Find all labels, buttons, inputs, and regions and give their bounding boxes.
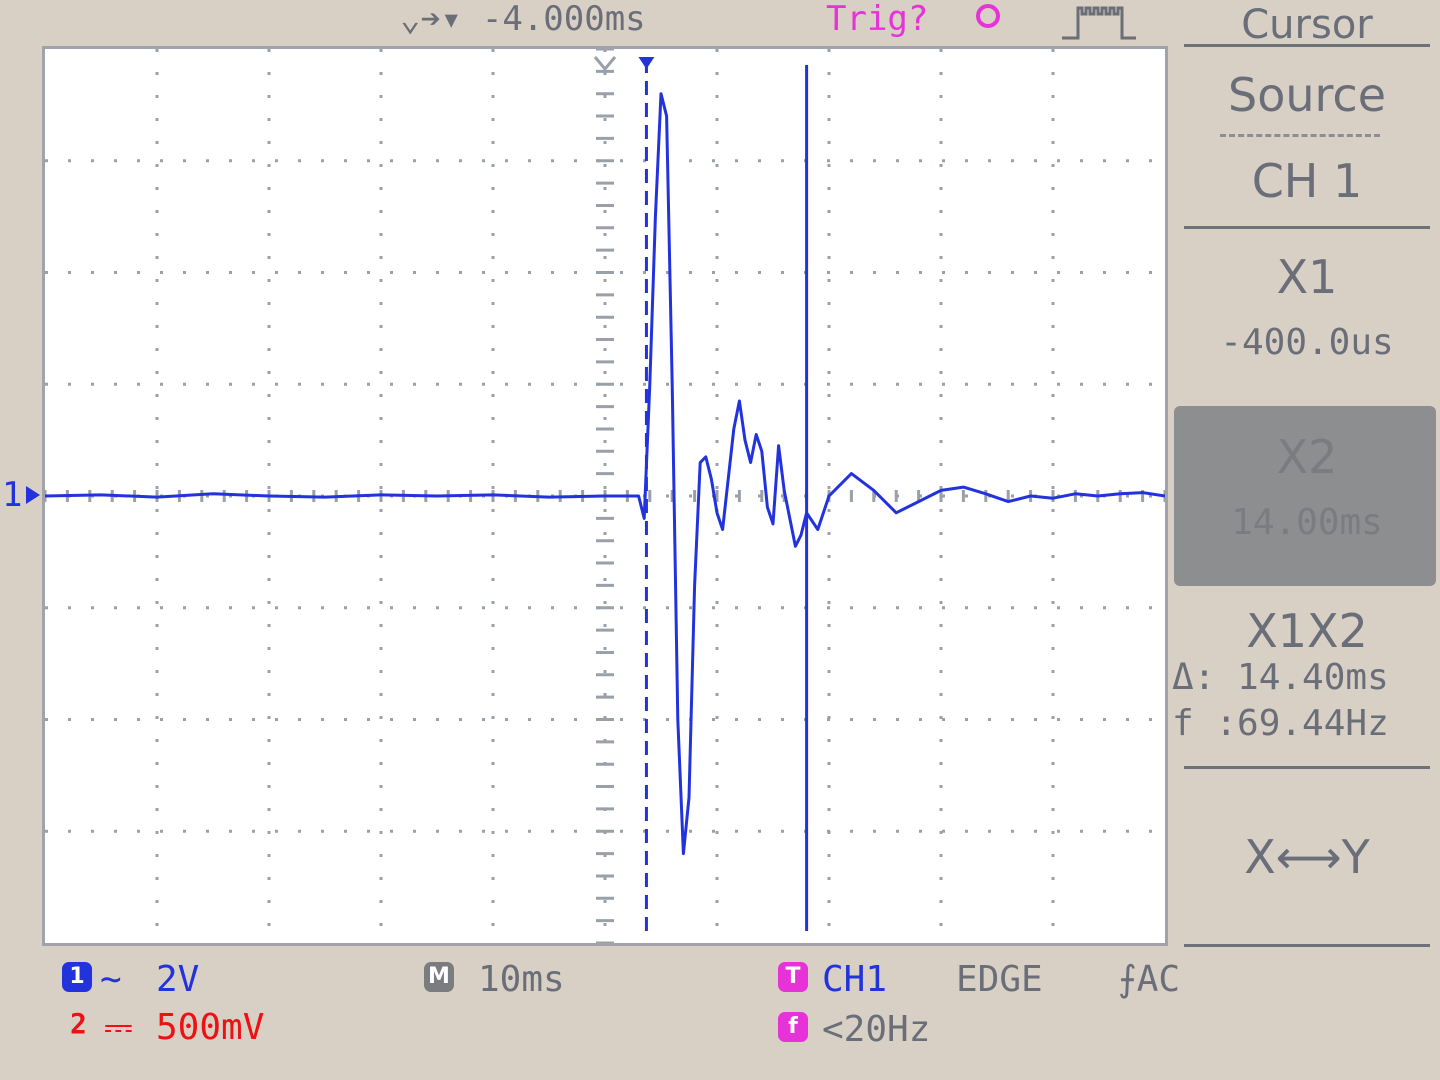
- x2-value: 14.00ms: [1231, 502, 1383, 543]
- ch1-ac-coupling-icon: ∼: [100, 959, 122, 1000]
- trigger-source: CH1: [822, 959, 888, 1000]
- trigger-position-marker: [593, 56, 655, 72]
- menu-divider: [1184, 766, 1430, 769]
- x1-value: -400.0us: [1220, 322, 1394, 363]
- x1-label: X1: [1276, 250, 1338, 304]
- delta-readout: Δ: 14.40ms: [1172, 657, 1389, 698]
- frequency-readout: f :69.44Hz: [1172, 703, 1389, 744]
- menu-divider: [1184, 226, 1430, 229]
- pulse-train-icon: [1062, 6, 1136, 40]
- menu-divider: [1184, 944, 1430, 947]
- x1x2-label: X1X2: [1246, 604, 1368, 658]
- trigger-badge: T: [778, 962, 808, 992]
- source-divider: [1220, 134, 1380, 137]
- trigger-status: Trig?: [826, 0, 929, 39]
- x2-selected-highlight: [1174, 406, 1436, 586]
- cursor-lines: [644, 59, 809, 931]
- ch1-trace: [45, 92, 1165, 856]
- timebase-offset: ⌄➔▾ -4.000ms: [400, 0, 646, 39]
- menu-title: Cursor: [1241, 2, 1373, 48]
- source-value: CH 1: [1251, 154, 1363, 208]
- waveform-plot: [45, 49, 1165, 943]
- main-timebase-badge: M: [424, 962, 454, 992]
- ch1-badge: 1: [62, 962, 92, 992]
- ch1-ground-marker-arrow[interactable]: [26, 486, 40, 504]
- menu-divider: [1184, 44, 1430, 47]
- x2-label: X2: [1276, 430, 1338, 484]
- trigger-coupling: ⨍AC: [1118, 959, 1181, 1000]
- cursor-menu: Cursor Source CH 1 X1 -400.0us X2 14.00m…: [1172, 0, 1436, 960]
- circle-icon: [976, 4, 1000, 28]
- xy-swap-label: X⟷Y: [1244, 830, 1370, 884]
- frequency-badge: f: [778, 1012, 808, 1042]
- trigger-chevron-icon: [593, 56, 617, 72]
- ch1-ground-marker-label: 1: [2, 475, 23, 515]
- timebase-value: 10ms: [478, 959, 565, 1000]
- ch2-badge: 2: [70, 1007, 87, 1040]
- trigger-frequency: <20Hz: [822, 1009, 931, 1050]
- scope-screen: [42, 46, 1168, 946]
- ch2-dc-coupling-icon: ⎓: [104, 1007, 133, 1048]
- source-label: Source: [1228, 68, 1386, 122]
- trigger-arrow-icon: [638, 57, 655, 69]
- ch1-volts-per-div: 2V: [156, 959, 200, 1000]
- ch2-volts-per-div: 500mV: [156, 1007, 265, 1048]
- trigger-type: EDGE: [956, 959, 1043, 1000]
